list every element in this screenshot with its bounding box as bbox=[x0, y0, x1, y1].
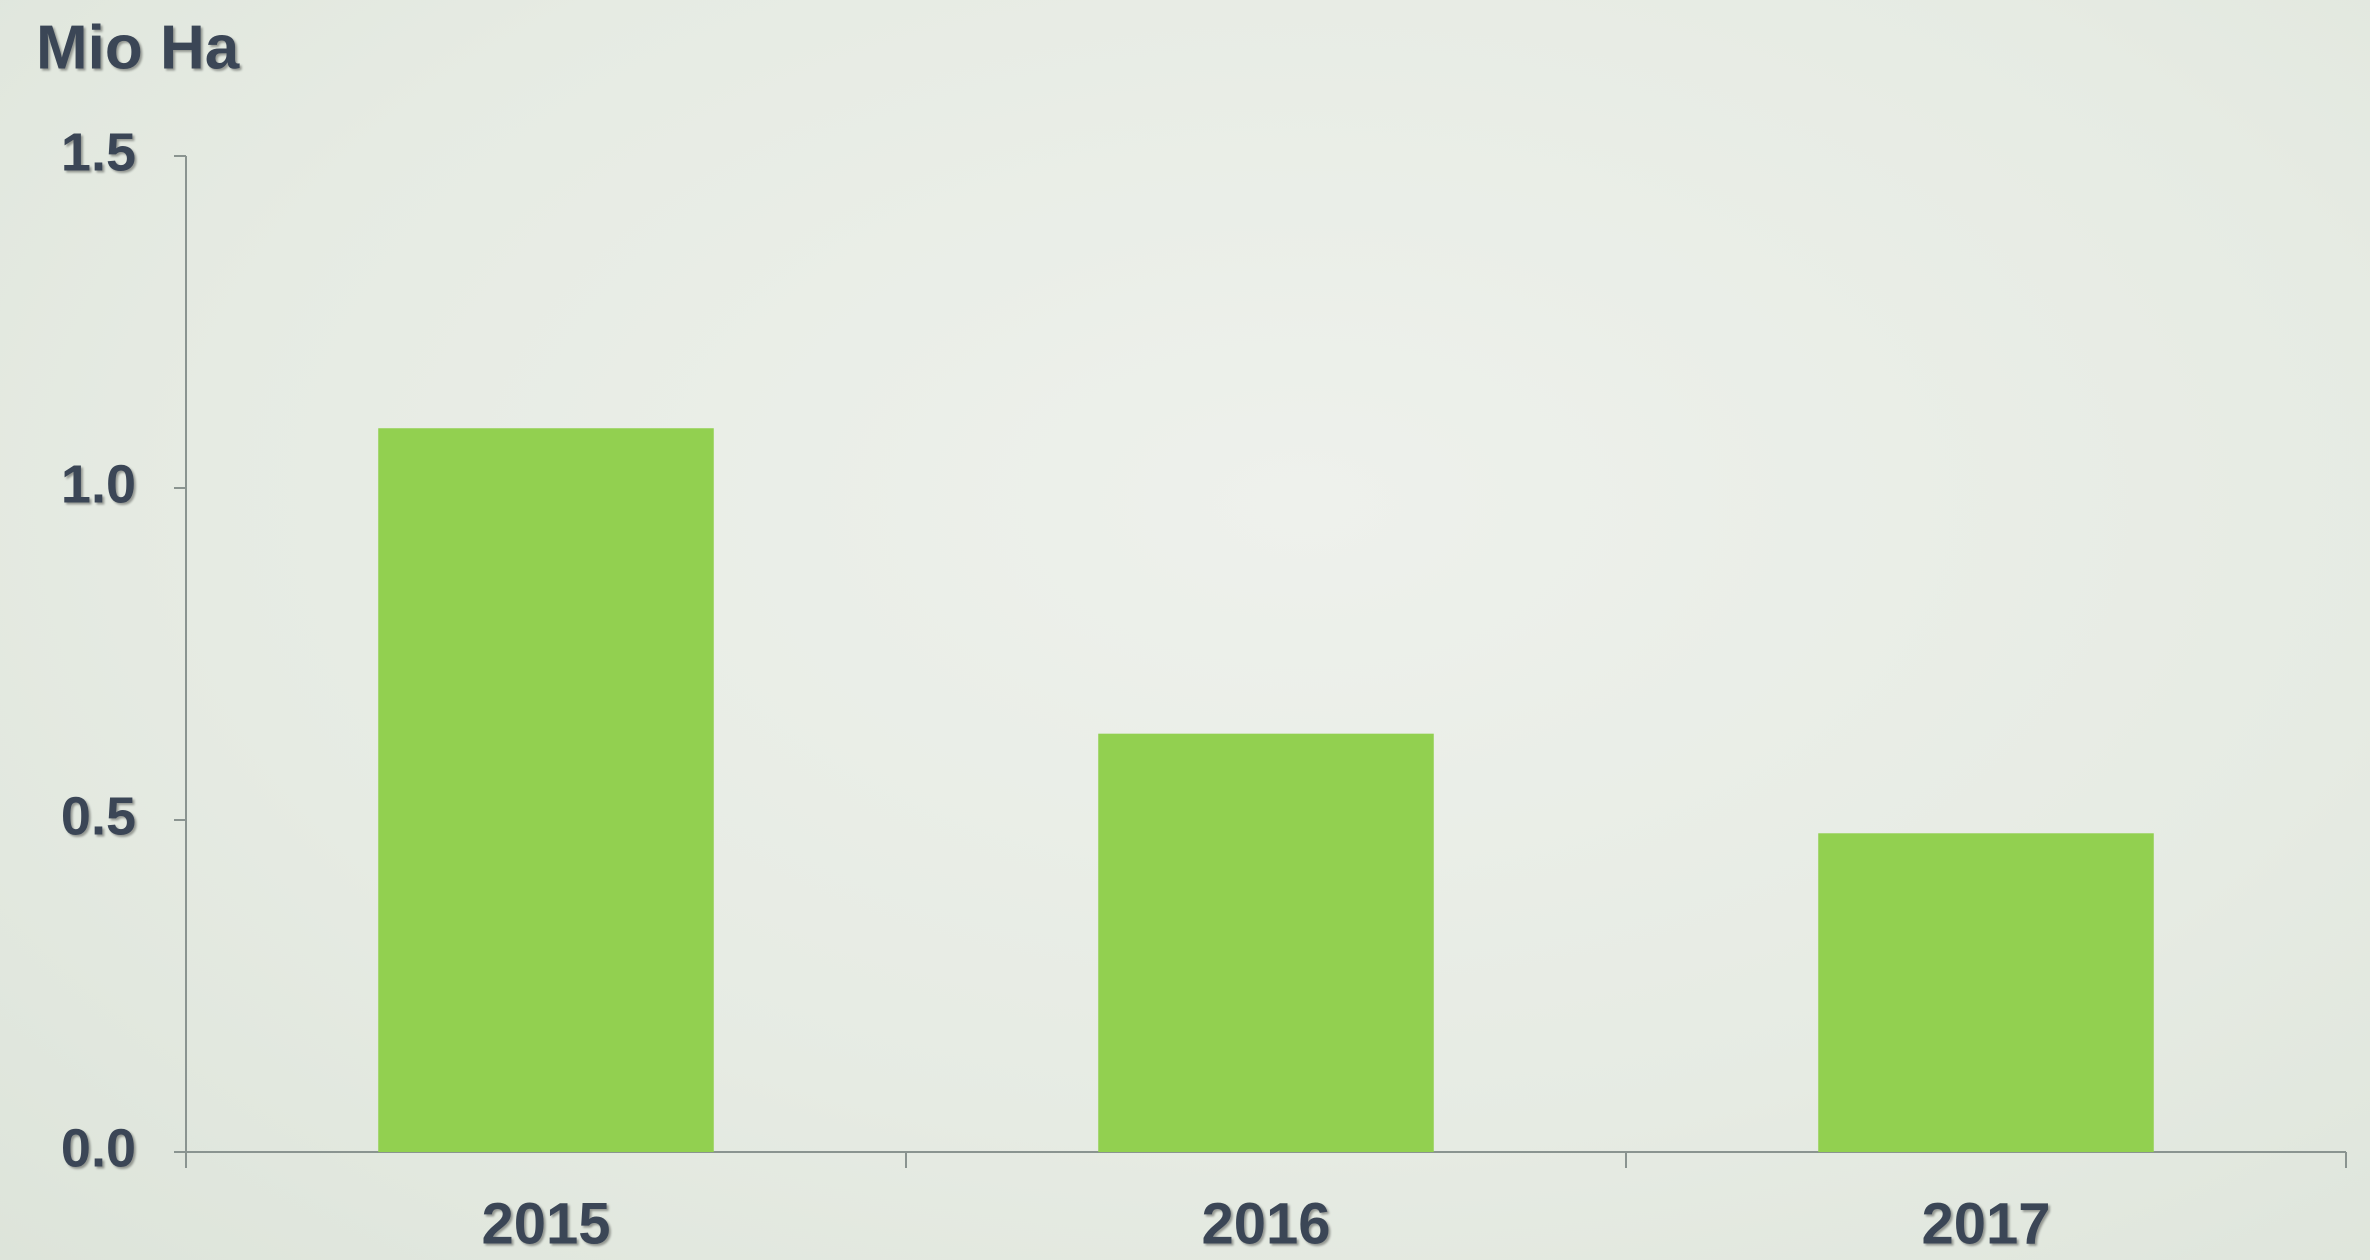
x-tick-label: 2017 bbox=[1921, 1191, 2050, 1256]
y-tick-label: 1.5 bbox=[61, 122, 136, 182]
y-axis-label: Mio Ha bbox=[36, 13, 240, 82]
bar bbox=[1818, 833, 2154, 1152]
y-tick-label: 0.5 bbox=[61, 786, 136, 846]
bar bbox=[1098, 733, 1434, 1152]
bar bbox=[378, 428, 714, 1152]
y-tick-label: 0.0 bbox=[61, 1118, 136, 1178]
x-tick-label: 2015 bbox=[481, 1191, 610, 1256]
y-tick-label: 1.0 bbox=[61, 454, 136, 514]
x-tick-label: 2016 bbox=[1201, 1191, 1330, 1256]
